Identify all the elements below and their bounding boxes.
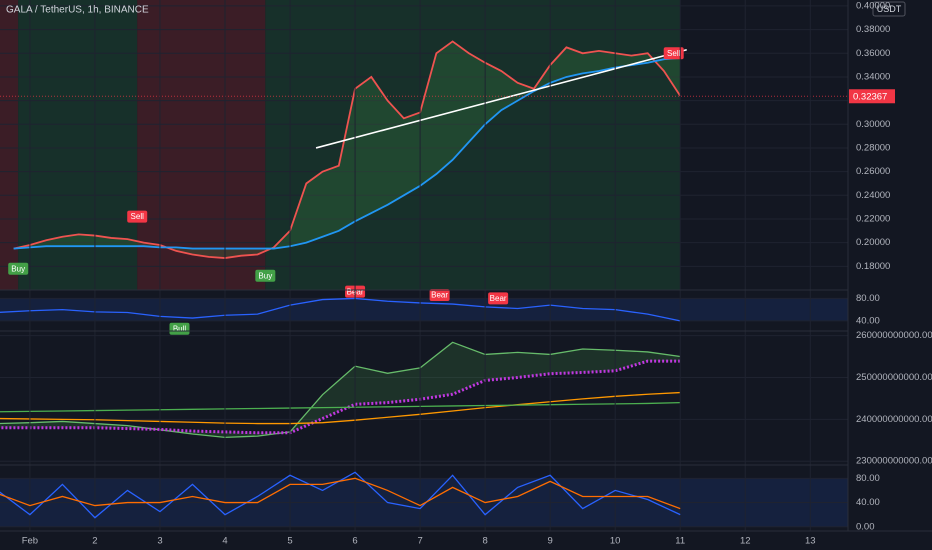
x-tick-label: 3 — [157, 536, 162, 547]
signal-label-box — [127, 210, 148, 223]
signal-label: Bear — [490, 294, 507, 303]
y-tick-label: 40.00 — [856, 497, 880, 508]
y-tick-label: 80.00 — [856, 293, 880, 304]
y-tick-label: 0.28000 — [856, 142, 890, 153]
x-tick-label: 13 — [805, 536, 816, 547]
x-tick-label: 11 — [675, 536, 685, 547]
signal-zone — [137, 0, 266, 290]
y-tick-label: 0.22000 — [856, 213, 890, 224]
x-tick-label: 6 — [352, 536, 357, 547]
series-line — [0, 297, 681, 322]
currency-label[interactable]: USDT — [877, 4, 902, 14]
x-tick-label: 4 — [222, 536, 227, 547]
signal-zone — [265, 0, 681, 290]
signal-label-box — [8, 262, 29, 275]
series-line — [0, 401, 681, 413]
x-tick-label: Feb — [22, 536, 38, 547]
signal-label: Bull — [173, 324, 187, 333]
series-line — [0, 477, 681, 510]
y-tick-label: 0.36000 — [856, 48, 890, 59]
signal-label: Buy — [11, 264, 25, 273]
series-fill — [0, 342, 681, 438]
y-tick-label: 260000000000.00000 — [856, 330, 932, 341]
signal-label-box — [255, 269, 276, 282]
x-tick-label: 12 — [740, 536, 751, 547]
signal-label: Buy — [258, 271, 272, 280]
signal-label-box — [663, 47, 684, 60]
symbol-title: GALA / TetherUS, 1h, BINANCE — [6, 5, 149, 16]
y-tick-label: 0.18000 — [856, 261, 890, 272]
y-tick-label: 0.38000 — [856, 24, 890, 35]
last-price-box — [849, 89, 895, 104]
signal-label-box — [169, 322, 190, 335]
y-tick-label: 40.00 — [856, 315, 880, 326]
y-tick-label: 0.30000 — [856, 119, 890, 130]
series-line — [13, 57, 681, 250]
y-tick-label: 0.40000 — [856, 0, 890, 11]
x-tick-label: 8 — [482, 536, 487, 547]
series-line — [0, 391, 681, 425]
series-line — [13, 40, 681, 259]
last-price-label: 0.32367 — [853, 91, 887, 102]
signal-label: Sell — [667, 49, 681, 58]
y-tick-label: 0.34000 — [856, 71, 890, 82]
x-tick-label: 7 — [417, 536, 422, 547]
x-tick-label: 2 — [92, 536, 97, 547]
y-tick-label: 0.20000 — [856, 237, 890, 248]
signal-label-box — [429, 289, 450, 302]
currency-box[interactable] — [872, 1, 906, 17]
x-tick-label: 10 — [610, 536, 621, 547]
signal-label: Sell — [131, 212, 145, 221]
trendline — [315, 48, 687, 149]
signal-zone — [0, 0, 19, 290]
y-tick-label: 240000000000.00000 — [856, 414, 932, 425]
oscillator-band — [0, 298, 848, 321]
signal-zone — [18, 0, 138, 290]
y-tick-label: 0.26000 — [856, 166, 890, 177]
signal-label: Bear — [431, 291, 448, 300]
y-tick-label: 80.00 — [856, 473, 880, 484]
y-tick-label: 0.24000 — [856, 190, 890, 201]
signal-label-box — [488, 292, 509, 305]
series-line — [0, 341, 681, 439]
x-tick-label: 9 — [548, 536, 553, 547]
y-tick-label: 230000000000.00000 — [856, 456, 932, 467]
y-tick-label: 0.00 — [856, 521, 875, 532]
series-line — [0, 359, 681, 435]
x-tick-label: 5 — [287, 536, 292, 547]
y-tick-label: 250000000000.00000 — [856, 372, 932, 383]
